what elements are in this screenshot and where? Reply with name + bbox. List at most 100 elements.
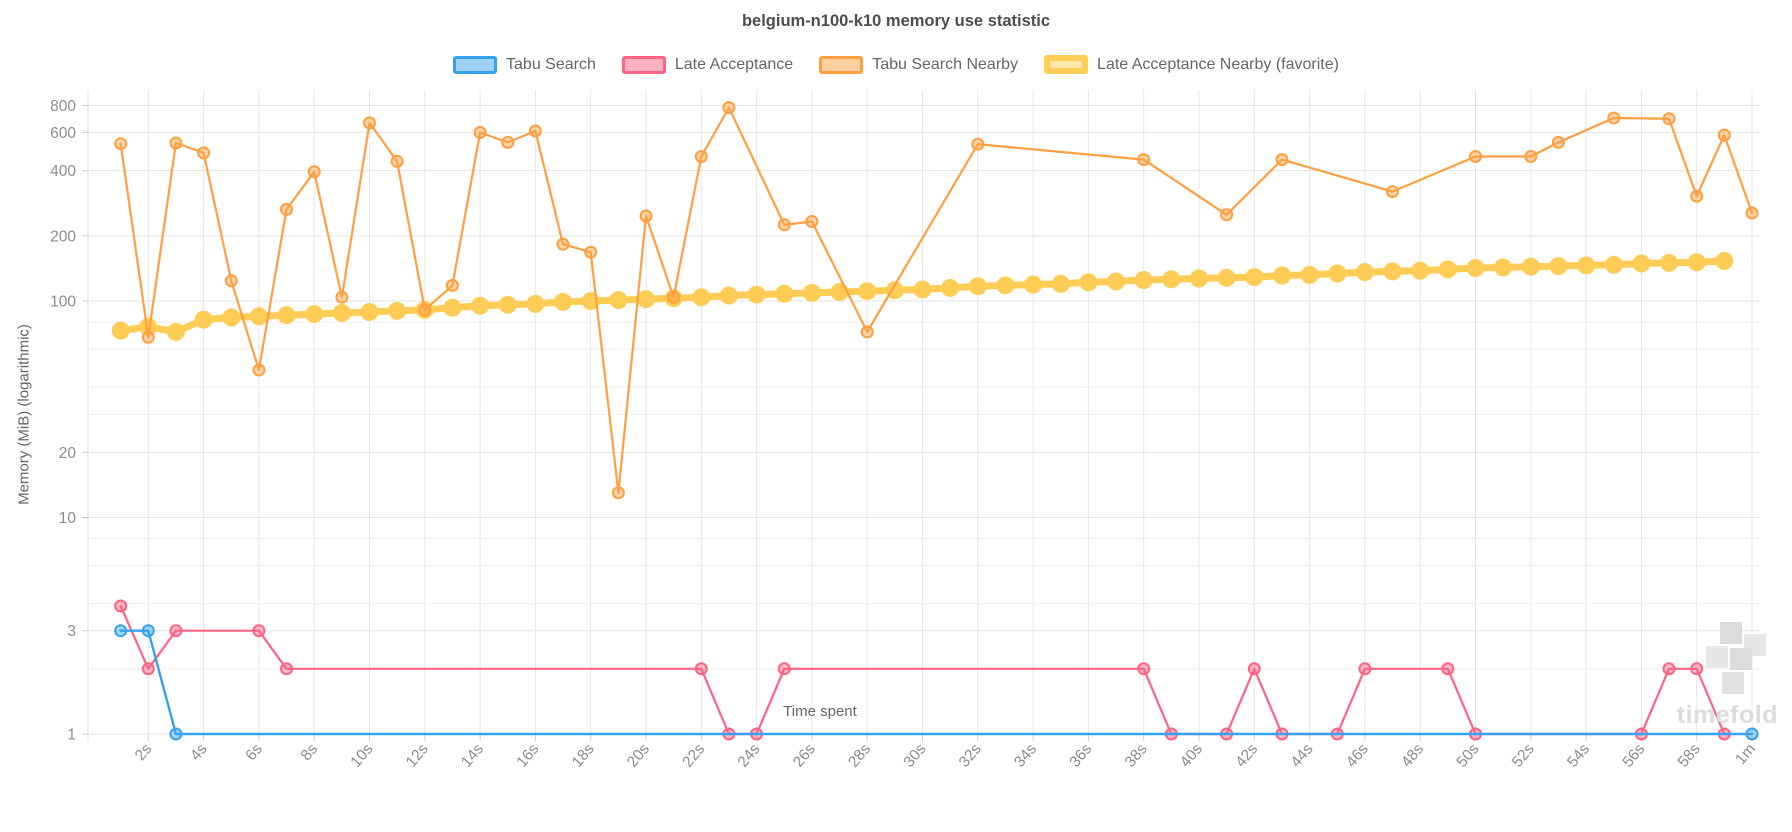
legend-swatch-icon xyxy=(819,55,864,74)
x-tick-label: 46s xyxy=(1343,740,1372,770)
legend-swatch-icon xyxy=(453,55,498,74)
legend-item-2[interactable]: Tabu Search Nearby xyxy=(819,55,1018,74)
legend-label: Late Acceptance xyxy=(674,55,794,73)
series-point-0 xyxy=(609,291,628,310)
series-line-3 xyxy=(119,629,1754,736)
series-point-0 xyxy=(1079,273,1098,292)
legend-swatch-icon xyxy=(621,55,666,74)
series-point-1 xyxy=(722,101,736,115)
series-point-0 xyxy=(332,304,351,322)
series-point-2 xyxy=(114,599,128,613)
series-point-1 xyxy=(528,124,542,138)
series-point-0 xyxy=(637,290,655,309)
series-point-3 xyxy=(169,727,183,741)
series-point-1 xyxy=(114,137,128,151)
legend-item-1[interactable]: Late Acceptance xyxy=(621,55,794,74)
series-point-0 xyxy=(1024,275,1043,294)
series-point-0 xyxy=(1715,252,1734,270)
series-point-0 xyxy=(277,306,296,325)
series-point-0 xyxy=(968,277,987,296)
x-tick-label: 20s xyxy=(624,740,653,770)
legend-swatch-icon xyxy=(1044,55,1089,74)
series-point-1 xyxy=(556,237,570,251)
series-point-1 xyxy=(1469,150,1482,163)
series-point-2 xyxy=(141,662,155,676)
x-tick-label: 4s xyxy=(187,740,211,764)
series-point-0 xyxy=(747,285,766,304)
series-point-1 xyxy=(280,202,293,216)
series-point-1 xyxy=(805,215,819,228)
series-point-1 xyxy=(694,150,708,163)
x-tick-label: 8s xyxy=(298,740,322,764)
series-point-0 xyxy=(1411,261,1430,280)
series-point-1 xyxy=(1717,128,1731,142)
x-tick-label: 1m xyxy=(1732,741,1759,768)
series-point-1 xyxy=(667,290,681,304)
series-point-1 xyxy=(1220,208,1234,222)
series-point-1 xyxy=(1690,189,1704,203)
series-point-1 xyxy=(1551,135,1565,149)
series-point-1 xyxy=(1662,112,1676,126)
x-tick-label: 38s xyxy=(1122,740,1151,770)
series-point-0 xyxy=(1577,256,1596,275)
y-tick-label: 600 xyxy=(50,125,76,142)
series-point-2 xyxy=(280,662,293,676)
y-tick-label: 3 xyxy=(67,623,76,640)
series-point-1 xyxy=(971,137,985,151)
series-point-3 xyxy=(1745,727,1759,741)
series-point-1 xyxy=(777,218,791,232)
series-point-0 xyxy=(1134,271,1153,289)
x-tick-label: 44s xyxy=(1288,740,1317,770)
series-point-2 xyxy=(1441,662,1455,676)
x-tick-label: 2s xyxy=(132,740,156,764)
series-point-0 xyxy=(996,276,1015,295)
series-point-0 xyxy=(1494,258,1513,277)
series-point-2 xyxy=(1247,662,1261,676)
series-point-1 xyxy=(335,290,349,304)
series-point-0 xyxy=(913,280,932,299)
series-point-0 xyxy=(1632,254,1651,273)
x-tick-label: 32s xyxy=(956,740,985,770)
x-tick-label: 58s xyxy=(1675,740,1704,770)
series-point-0 xyxy=(1466,259,1485,277)
legend-item-0[interactable]: Tabu Search xyxy=(453,55,596,74)
x-tick-label: 28s xyxy=(845,740,874,770)
series-point-1 xyxy=(418,303,432,317)
series-point-2 xyxy=(1137,662,1151,676)
series-point-1 xyxy=(197,146,211,160)
x-tick-label: 10s xyxy=(347,740,376,770)
y-tick-label: 400 xyxy=(50,163,76,180)
x-tick-label: 40s xyxy=(1177,740,1206,770)
series-point-0 xyxy=(443,298,462,317)
x-tick-label: 48s xyxy=(1398,740,1427,770)
series-point-1 xyxy=(1137,153,1151,167)
x-tick-label: 12s xyxy=(403,740,432,770)
series-point-0 xyxy=(526,294,545,313)
series-point-0 xyxy=(858,282,877,301)
x-tick-label: 16s xyxy=(513,740,542,770)
x-tick-label: 26s xyxy=(790,740,819,770)
series-point-0 xyxy=(194,310,213,329)
series-point-1 xyxy=(1275,153,1289,167)
series-point-0 xyxy=(1687,253,1706,272)
series-point-0 xyxy=(305,305,324,324)
x-tick-label: 34s xyxy=(1011,740,1040,770)
series-point-1 xyxy=(1607,111,1621,125)
series-point-0 xyxy=(1328,264,1347,283)
y-tick-label: 1 xyxy=(67,727,76,744)
series-point-0 xyxy=(1604,255,1623,274)
series-point-2 xyxy=(1662,662,1676,676)
legend-label: Tabu Search xyxy=(506,55,596,73)
series-point-0 xyxy=(775,284,794,303)
x-tick-label: 56s xyxy=(1619,740,1648,770)
series-point-0 xyxy=(719,286,738,305)
y-axis-title: Memory (MiB) (logarithmic) xyxy=(15,324,33,505)
series-point-2 xyxy=(694,662,708,676)
legend-label: Late Acceptance Nearby (favorite) xyxy=(1097,55,1339,73)
legend-item-3[interactable]: Late Acceptance Nearby (favorite) xyxy=(1044,55,1339,74)
series-point-3 xyxy=(141,624,155,638)
series-point-2 xyxy=(169,624,183,638)
series-point-1 xyxy=(169,136,183,150)
series-point-0 xyxy=(1217,268,1236,287)
series-point-2 xyxy=(1358,662,1372,676)
